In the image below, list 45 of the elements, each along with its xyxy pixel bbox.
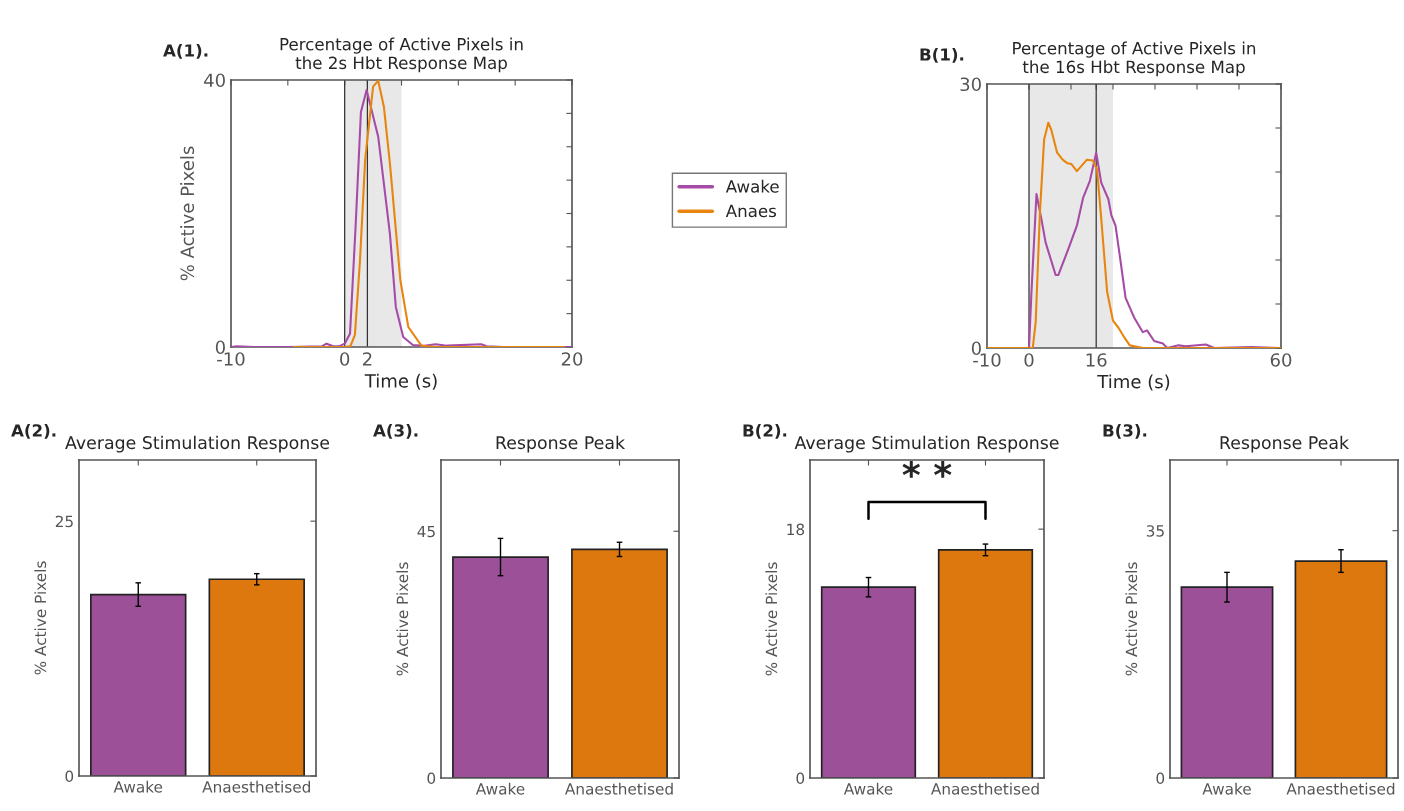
text: B(2). (743, 423, 787, 439)
y-axis-title: % Active Pixels (765, 562, 778, 676)
x-axis-title: Time (s) (1097, 374, 1170, 391)
x-tick-label: 16 (1086, 353, 1107, 367)
chart-title: Response Peak (1220, 435, 1350, 453)
x-tick-label: -10 (973, 353, 1001, 367)
chart-title: Average Stimulation Response (794, 435, 1059, 453)
y-tick-label: 18 (787, 523, 805, 536)
x-tick-label: 2 (362, 352, 372, 366)
y-tick-label: 45 (417, 525, 435, 538)
legend-label: Awake (725, 179, 779, 193)
x-tick-label: Awake (1202, 782, 1251, 795)
text: B(1). (920, 47, 964, 63)
text: A(1). (163, 43, 208, 59)
annotation: * * (902, 461, 952, 478)
text: A(3). (373, 423, 418, 439)
chart-title: Average Stimulation Response (65, 435, 330, 453)
text: A(2). (11, 423, 56, 439)
x-tick-label: 20 (561, 352, 583, 366)
x-axis-title: Time (s) (364, 373, 437, 390)
legend-label: Anaes (725, 204, 777, 218)
x-tick-label: Awake (843, 782, 893, 795)
y-axis-title: % Active Pixels (396, 562, 409, 676)
y-axis-title: % Active Pixels (34, 561, 47, 675)
y-tick-label: 30 (960, 77, 981, 92)
x-tick-label: Anaesthetised (1286, 782, 1395, 795)
chart-title: Percentage of Active Pixels in the 2s Hbt Response Map (280, 37, 523, 73)
x-tick-label: Anaesthetised (931, 782, 1039, 795)
chart-title: Percentage of Active Pixels in the 16s Hbt Response Map (1013, 41, 1256, 77)
y-tick-label: 35 (1146, 525, 1164, 537)
y-tick-label: 25 (55, 515, 73, 528)
line-series (292, 80, 566, 347)
x-tick-label: Anaesthetised (202, 780, 310, 793)
y-axis-title: % Active Pixels (180, 146, 195, 281)
x-tick-label: Awake (113, 780, 163, 793)
x-tick-label: 0 (1024, 353, 1034, 367)
x-tick-label: Anaesthetised (565, 782, 673, 795)
y-axis-title: % Active Pixels (1125, 562, 1138, 676)
x-tick-label: -10 (217, 352, 245, 366)
chart-title: Response Peak (496, 435, 626, 453)
y-tick-label: 40 (204, 73, 225, 88)
text: B(3). (1103, 423, 1147, 439)
x-tick-label: 60 (1270, 353, 1292, 367)
x-tick-label: 0 (340, 352, 350, 366)
x-tick-label: Awake (475, 782, 525, 795)
